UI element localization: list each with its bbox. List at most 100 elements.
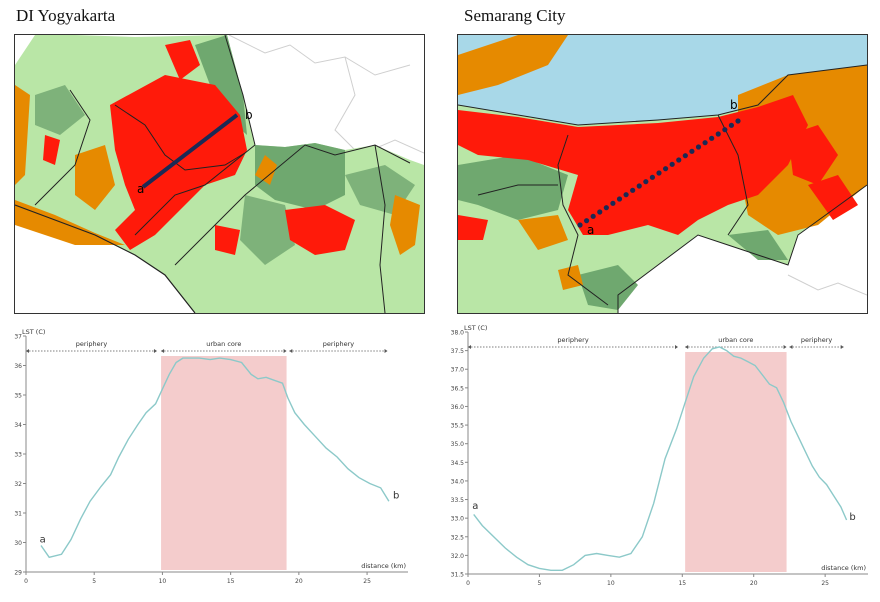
- point-label-end: b: [393, 490, 399, 501]
- zone-label: periphery: [323, 340, 355, 348]
- map-yogyakarta: a b: [14, 34, 425, 314]
- zone-arrow-head-right: [840, 345, 844, 349]
- lst-profile-yogyakarta: 29 30 31 32 33 34 35 36 37 0 5 10 15 20 25 LST (C) dista…: [8, 322, 430, 597]
- y-tick-label: 37: [14, 334, 22, 341]
- lst-series-line: [473, 346, 848, 572]
- zone-arrow-head-right: [783, 345, 787, 349]
- zone-arrow-head-left: [685, 345, 689, 349]
- transect-dot: [630, 187, 636, 193]
- zone-label: urban core: [206, 340, 241, 348]
- transect-dot: [656, 170, 662, 176]
- transect-dot: [597, 209, 603, 215]
- transect-dots: [577, 118, 741, 228]
- x-tick-label: 20: [295, 578, 303, 585]
- y-tick-label: 32: [14, 481, 22, 488]
- panel-title-yogyakarta: DI Yogyakarta: [16, 6, 116, 25]
- urban-heat-zone-semarang: [458, 95, 808, 235]
- x-axis-label: distance (km): [821, 564, 866, 572]
- x-tick-label: 25: [363, 578, 371, 585]
- y-tick-label: 36.5: [451, 385, 465, 392]
- transect-dot: [722, 127, 728, 133]
- y-tick-label: 34.0: [451, 478, 465, 485]
- zone-label: periphery: [801, 336, 833, 344]
- transect-dot: [669, 161, 675, 167]
- y-tick-label: 36: [14, 363, 22, 370]
- zone-arrow-head-right: [153, 349, 157, 353]
- x-tick-label: 10: [607, 580, 615, 587]
- y-tick-label: 35.5: [451, 423, 465, 430]
- y-tick-label: 33.5: [451, 497, 465, 504]
- y-tick-label: 36.0: [451, 404, 465, 411]
- lst-profile-semarang: 31.5 32.0 32.5 33.0 33.5 34.0 34.5 35.0 35.5 36.0…: [442, 322, 876, 597]
- x-tick-label: 15: [227, 578, 235, 585]
- transect-dot: [610, 200, 616, 206]
- y-tick-label: 37.0: [451, 367, 465, 374]
- map-semarang: a b: [457, 34, 868, 314]
- zone-label: periphery: [76, 340, 108, 348]
- y-tick-label: 37.5: [451, 348, 465, 355]
- y-tick-label: 31.5: [451, 572, 465, 579]
- transect-line: [141, 113, 239, 189]
- y-tick-label: 35: [14, 393, 22, 400]
- point-label-start: a: [472, 501, 478, 512]
- lst-profile-semarang-svg: 31.5 32.0 32.5 33.0 33.5 34.0 34.5 35.0 35.5 36.0…: [451, 324, 868, 587]
- y-axis-label: LST (C): [464, 324, 487, 332]
- zone-arrow-head-right: [283, 349, 287, 353]
- y-tick-label: 31: [14, 511, 22, 518]
- sea-area: [458, 35, 867, 125]
- transect-dot: [577, 222, 583, 228]
- x-tick-label: 5: [538, 580, 542, 587]
- urban-core-shade: [161, 356, 287, 570]
- urban-core-shade: [685, 352, 787, 572]
- x-tick-label: 5: [92, 578, 96, 585]
- zone-arrow-head-right: [384, 349, 388, 353]
- transect-dot: [603, 205, 609, 211]
- x-tick-label: 25: [821, 580, 829, 587]
- point-label-end: b: [849, 512, 855, 523]
- zone-arrow-head-left: [26, 349, 29, 353]
- transect-dot: [682, 153, 688, 159]
- y-tick-label: 34.5: [451, 460, 465, 467]
- y-tick-label: 35.0: [451, 441, 465, 448]
- transect-dot: [583, 218, 590, 224]
- transect-dot: [643, 179, 649, 185]
- lst-profile-yogyakarta-svg: 29 30 31 32 33 34 35 36 37 0 5 10 15 20 25 LST (C) dista…: [14, 328, 408, 585]
- transect-dot: [616, 196, 623, 202]
- zone-arrow-head-left: [468, 345, 471, 349]
- zone-arrow-head-left: [289, 349, 293, 353]
- transect-dot: [662, 166, 669, 172]
- y-tick-label: 32.5: [451, 534, 465, 541]
- transect-dot: [728, 122, 735, 128]
- panel-title-semarang: Semarang City: [464, 6, 566, 25]
- map-semarang-canvas: a b: [458, 35, 867, 313]
- y-tick-label: 29: [14, 570, 22, 577]
- y-tick-label: 34: [14, 422, 22, 429]
- urban-heat-zone-yogyakarta: [110, 75, 247, 250]
- lst-series-line: [40, 357, 390, 559]
- transect-dot: [590, 213, 596, 219]
- zone-arrow-head-right: [675, 345, 678, 349]
- transect-dot: [689, 148, 695, 154]
- y-tick-label: 33: [14, 452, 22, 459]
- transect-dot: [676, 157, 682, 163]
- point-label-start: a: [40, 535, 46, 546]
- zone-arrow-head-left: [161, 349, 165, 353]
- map-yogyakarta-canvas: a b: [15, 35, 424, 313]
- transect-dot: [709, 135, 715, 141]
- x-axis-label: distance (km): [361, 562, 406, 570]
- transect-start-label: a: [587, 223, 594, 237]
- y-tick-label: 30: [14, 540, 22, 547]
- transect-dot: [715, 131, 721, 137]
- x-tick-label: 15: [678, 580, 686, 587]
- y-tick-label: 33.0: [451, 516, 465, 523]
- transect-end-label: b: [245, 108, 253, 122]
- zone-arrow-head-left: [789, 345, 793, 349]
- transect-start-label: a: [137, 182, 144, 196]
- y-tick-label: 38.0: [451, 330, 465, 337]
- transect-dot: [649, 174, 656, 180]
- transect-dot: [695, 144, 702, 150]
- y-axis-label: LST (C): [22, 328, 45, 336]
- transect-dot: [623, 192, 629, 198]
- x-tick-label: 10: [159, 578, 167, 585]
- transect-dot: [702, 140, 708, 146]
